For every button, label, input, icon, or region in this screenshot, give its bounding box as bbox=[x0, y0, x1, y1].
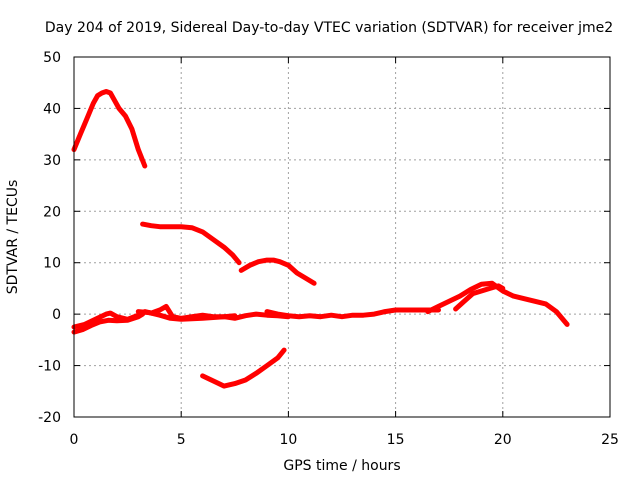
x-tick-label: 20 bbox=[494, 432, 512, 448]
x-tick-label: 5 bbox=[177, 432, 186, 448]
x-tick-label: 0 bbox=[70, 432, 79, 448]
x-axis-label: GPS time / hours bbox=[283, 458, 400, 474]
y-tick-label: -20 bbox=[38, 410, 61, 426]
chart-title: Day 204 of 2019, Sidereal Day-to-day VTE… bbox=[45, 20, 613, 36]
y-tick-label: 50 bbox=[43, 50, 61, 66]
series-arc-8 bbox=[425, 280, 570, 327]
y-tick-label: 10 bbox=[43, 256, 61, 272]
y-tick-label: -10 bbox=[38, 359, 61, 375]
series-arc-5 bbox=[71, 303, 291, 330]
series-arc-2 bbox=[140, 221, 242, 266]
series-arc-3 bbox=[238, 257, 317, 286]
series-arc-7 bbox=[264, 307, 441, 320]
plot-frame bbox=[73, 56, 611, 418]
series-arc-6 bbox=[135, 309, 238, 322]
series-lines bbox=[71, 89, 570, 389]
x-tick-label: 15 bbox=[387, 432, 405, 448]
grid bbox=[74, 57, 610, 417]
series-arc-9 bbox=[453, 283, 506, 312]
x-tick-label: 10 bbox=[279, 432, 297, 448]
y-tick-label: 20 bbox=[43, 204, 61, 220]
series-arc-10 bbox=[200, 347, 287, 389]
y-tick-label: 0 bbox=[52, 307, 61, 323]
y-tick-label: 40 bbox=[43, 101, 61, 117]
y-axis-label: SDTVAR / TECUs bbox=[5, 180, 21, 295]
series-arc-1 bbox=[71, 89, 148, 169]
axis-ticks: 0 5 10 15 20 25 -20 -10 0 10 20 30 40 50 bbox=[38, 50, 619, 448]
y-tick-label: 30 bbox=[43, 153, 61, 169]
x-tick-label: 25 bbox=[601, 432, 619, 448]
